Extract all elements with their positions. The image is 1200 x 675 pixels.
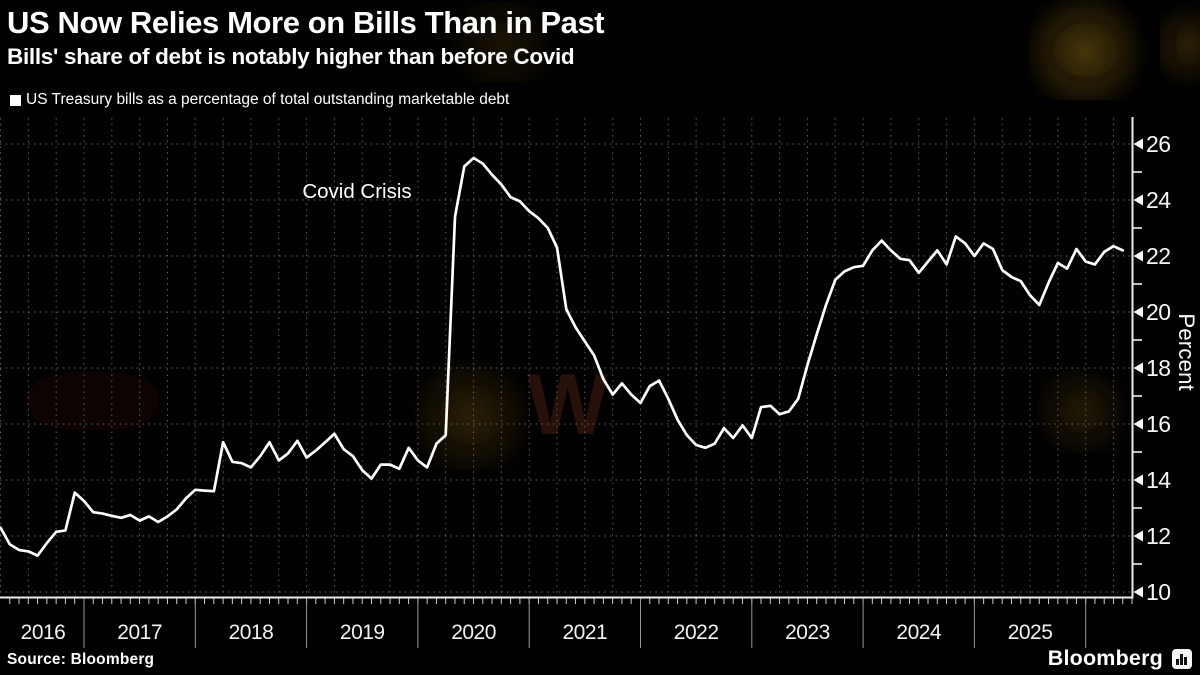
- source-credit: Source: Bloomberg: [7, 651, 155, 668]
- covid-crisis-annotation: Covid Crisis: [302, 180, 412, 203]
- svg-text:2018: 2018: [229, 621, 274, 644]
- svg-text:18: 18: [1146, 355, 1171, 381]
- svg-text:2019: 2019: [340, 621, 385, 644]
- svg-text:2022: 2022: [674, 621, 719, 644]
- svg-text:2016: 2016: [21, 621, 66, 644]
- chart-subtitle: Bills' share of debt is notably higher t…: [7, 44, 575, 69]
- page-title: US Now Relies More on Bills Than in Past: [7, 5, 605, 40]
- watermark-letter: W: [527, 357, 608, 453]
- svg-text:26: 26: [1146, 131, 1171, 157]
- watermark-blur: [28, 372, 158, 430]
- svg-text:2024: 2024: [896, 621, 942, 644]
- svg-text:2023: 2023: [785, 621, 830, 644]
- svg-text:2017: 2017: [117, 621, 162, 644]
- svg-text:12: 12: [1146, 523, 1171, 549]
- bloomberg-logo-text: Bloomberg: [1047, 646, 1163, 670]
- svg-text:24: 24: [1146, 187, 1171, 213]
- svg-text:10: 10: [1146, 579, 1171, 605]
- svg-text:2020: 2020: [451, 621, 496, 644]
- svg-text:2025: 2025: [1008, 621, 1053, 644]
- watermark-logo: [1038, 368, 1128, 452]
- svg-text:16: 16: [1146, 411, 1171, 437]
- bloomberg-bars-icon: [1172, 648, 1192, 669]
- legend-label: US Treasury bills as a percentage of tot…: [26, 91, 510, 108]
- watermark-logo: [1160, 0, 1200, 88]
- y-axis-title: Percent: [1174, 313, 1199, 391]
- svg-text:2021: 2021: [562, 621, 607, 644]
- legend-swatch-icon: [10, 94, 21, 106]
- watermark-logo: [1028, 0, 1146, 100]
- bloomberg-logo: Bloomberg: [1048, 646, 1192, 671]
- svg-text:22: 22: [1146, 243, 1171, 269]
- watermark-logo: [450, 2, 558, 82]
- svg-text:20: 20: [1146, 299, 1171, 325]
- legend: US Treasury bills as a percentage of tot…: [10, 91, 509, 109]
- svg-text:14: 14: [1146, 467, 1171, 493]
